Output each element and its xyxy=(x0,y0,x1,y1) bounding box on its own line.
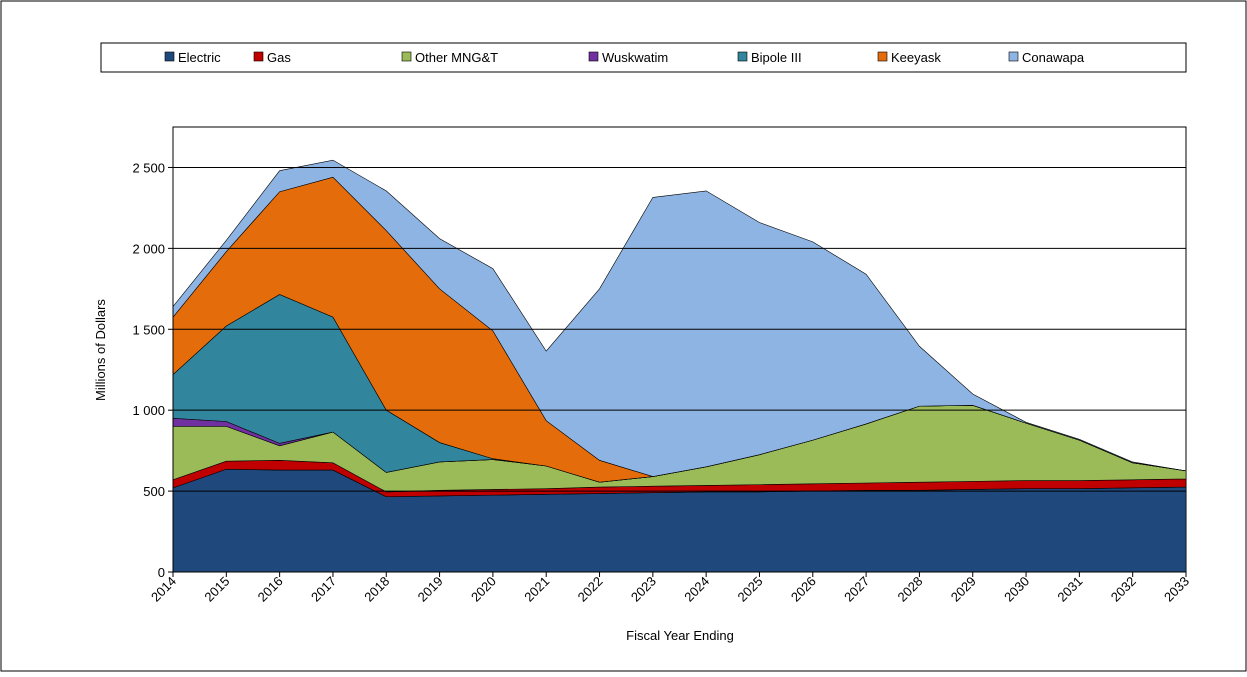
legend-label: Bipole III xyxy=(751,50,802,65)
y-tick-label: 1 000 xyxy=(132,403,165,418)
legend-swatch xyxy=(588,51,599,62)
y-tick-label: 2 500 xyxy=(132,160,165,175)
legend-swatch xyxy=(737,51,748,62)
legend-swatch xyxy=(164,51,175,62)
legend-label: Gas xyxy=(267,50,291,65)
y-tick-label: 2 000 xyxy=(132,241,165,256)
grid-layer xyxy=(173,166,1186,492)
legend-swatch xyxy=(401,51,412,62)
legend-swatch xyxy=(877,51,888,62)
y-axis-title: Millions of Dollars xyxy=(93,299,108,401)
y-tick-label: 500 xyxy=(143,484,165,499)
legend-box xyxy=(100,42,1187,73)
legend-label: Wuskwatim xyxy=(602,50,668,65)
legend-label: Keeyask xyxy=(891,50,941,65)
legend-swatch xyxy=(253,51,264,62)
area xyxy=(172,159,1187,477)
y-tick-label: 1 500 xyxy=(132,322,165,337)
legend-label: Conawapa xyxy=(1022,50,1085,65)
legend-swatch xyxy=(1008,51,1019,62)
x-axis-title: Fiscal Year Ending xyxy=(626,628,734,643)
plot-layer xyxy=(172,159,1187,573)
legend-label: Electric xyxy=(178,50,221,65)
y-tick-label: 0 xyxy=(158,565,165,580)
legend-label: Other MNG&T xyxy=(415,50,498,65)
